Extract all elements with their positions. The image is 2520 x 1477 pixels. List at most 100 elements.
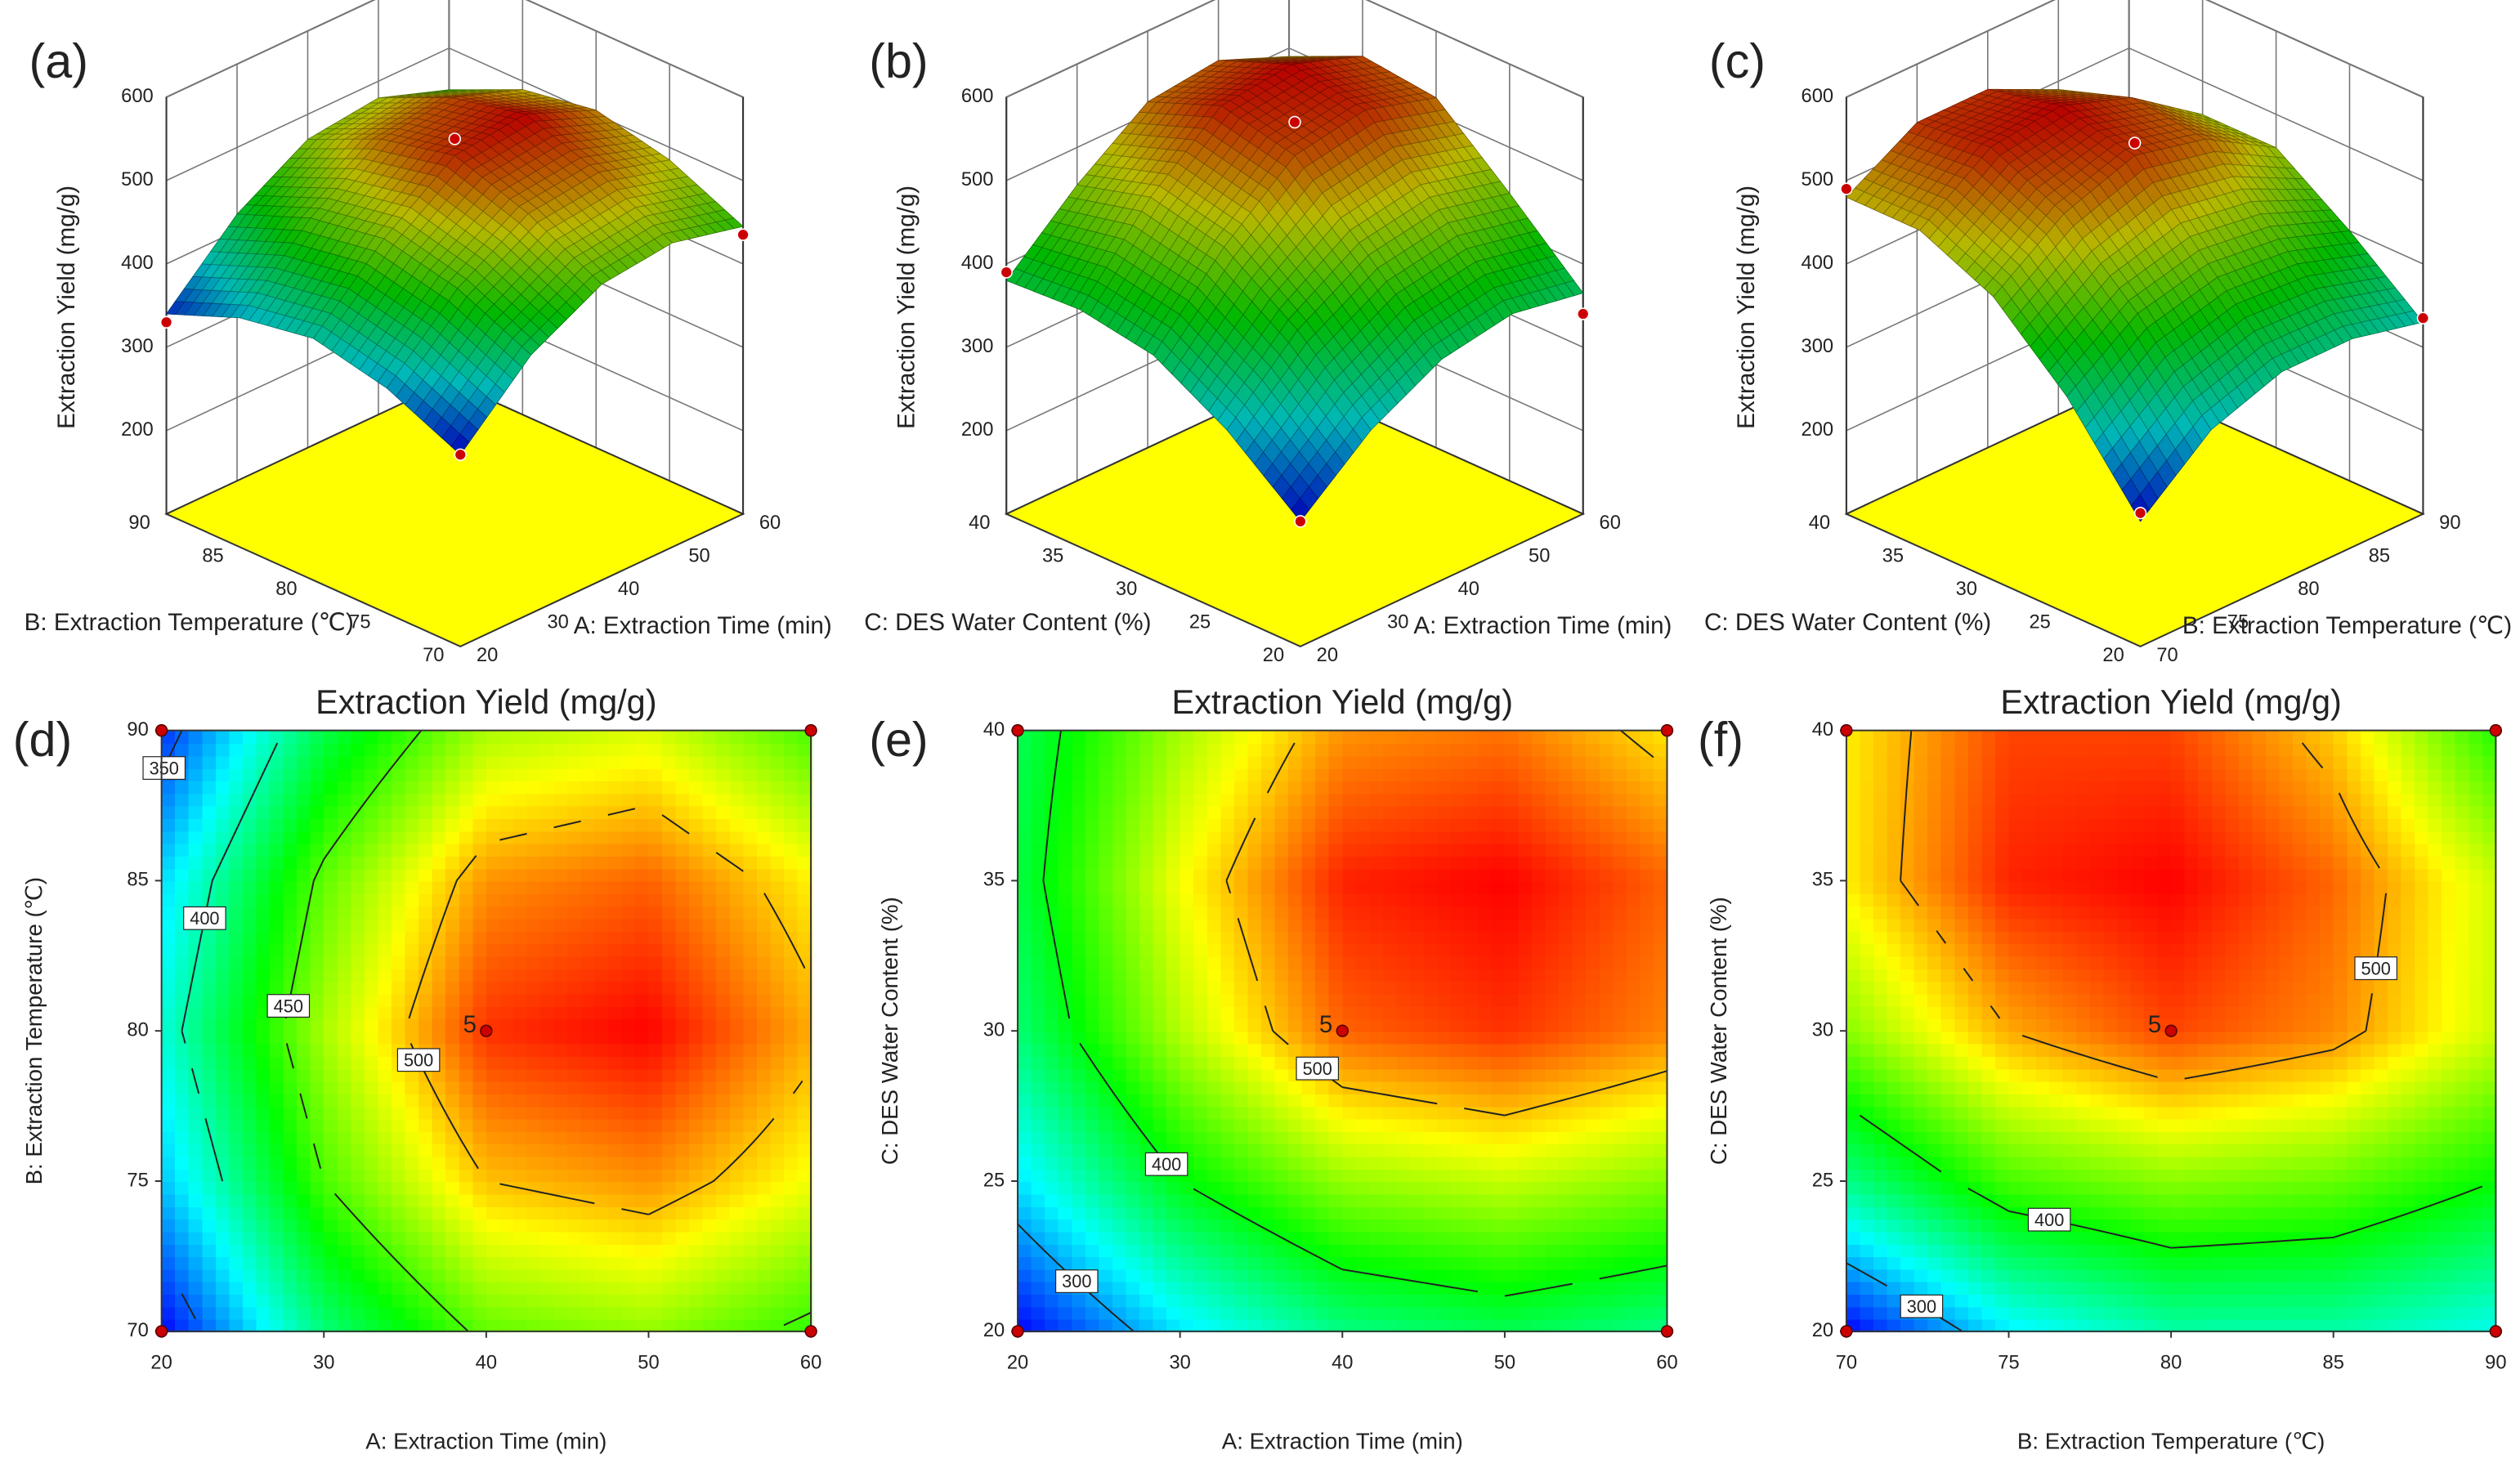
heat-cell xyxy=(756,1043,772,1058)
heat-cell xyxy=(310,893,325,907)
heat-cell xyxy=(364,918,379,932)
heat-cell xyxy=(513,980,528,995)
heat-cell xyxy=(405,918,420,932)
heat-cell xyxy=(648,1144,664,1157)
heat-cell xyxy=(175,1081,190,1094)
heat-cell xyxy=(553,1106,569,1120)
heat-cell xyxy=(351,1018,366,1032)
heat-cell xyxy=(567,1255,582,1270)
heat-cell xyxy=(770,956,786,969)
heat-cell xyxy=(229,980,244,995)
heat-cell xyxy=(270,1293,284,1308)
heat-cell xyxy=(378,880,393,894)
heat-cell xyxy=(486,1269,501,1282)
heat-cell xyxy=(310,968,325,982)
z-tick-label: 200 xyxy=(121,419,154,441)
heat-cell xyxy=(242,1168,257,1183)
heat-cell xyxy=(188,1005,204,1020)
heat-cell xyxy=(526,893,542,907)
heat-cell xyxy=(634,1306,650,1320)
heat-cell xyxy=(486,906,501,920)
heat-cell xyxy=(337,1293,352,1308)
heat-cell xyxy=(580,1255,596,1270)
heat-cell xyxy=(270,1269,284,1282)
heat-cell xyxy=(540,1243,555,1258)
heat-cell xyxy=(662,1255,677,1270)
heat-cell xyxy=(553,893,569,907)
heat-cell xyxy=(432,1231,447,1245)
heat-cell xyxy=(540,1144,555,1157)
heat-cell xyxy=(689,980,704,995)
heat-cell xyxy=(499,1081,515,1094)
heat-cell xyxy=(445,1243,460,1258)
heat-cell xyxy=(743,906,759,920)
heat-cell xyxy=(675,930,691,945)
heat-cell xyxy=(580,1168,596,1183)
heat-cell xyxy=(540,1106,555,1120)
heat-cell xyxy=(161,1031,177,1045)
x-axis-title: A: Extraction Time (min) xyxy=(574,612,832,639)
heat-cell xyxy=(743,968,759,982)
heat-cell xyxy=(351,1081,366,1094)
heat-cell xyxy=(337,855,352,870)
heat-cell xyxy=(351,1206,366,1220)
heat-cell xyxy=(242,1118,257,1132)
heat-cell xyxy=(310,1118,325,1132)
heat-cell xyxy=(702,980,718,995)
heat-cell xyxy=(324,1255,338,1270)
heat-cell xyxy=(716,1243,731,1258)
heat-cell xyxy=(242,1130,257,1145)
heat-cell xyxy=(472,1243,488,1258)
heat-cell xyxy=(648,942,664,957)
heat-cell xyxy=(770,1106,786,1120)
heat-cell xyxy=(702,880,718,894)
heat-cell xyxy=(486,1243,501,1258)
heat-cell xyxy=(689,1193,704,1207)
heat-cell xyxy=(729,1269,745,1282)
heat-cell xyxy=(783,956,799,969)
heat-cell xyxy=(499,918,515,932)
heat-cell xyxy=(594,1055,610,1070)
heat-cell xyxy=(256,942,271,957)
heat-cell xyxy=(797,1218,812,1233)
heat-cell xyxy=(783,1031,799,1045)
heat-cell xyxy=(540,1269,555,1282)
z-tick-label: 400 xyxy=(961,253,994,274)
heat-cell xyxy=(783,1181,799,1195)
heat-cell xyxy=(310,1055,325,1070)
heat-cell xyxy=(364,1293,379,1308)
heat-cell xyxy=(472,1281,488,1296)
heat-cell xyxy=(594,1269,610,1282)
heat-cell xyxy=(472,1206,488,1220)
heat-cell xyxy=(270,1193,284,1207)
heat-cell xyxy=(351,1156,366,1170)
heat-cell xyxy=(351,1106,366,1120)
heat-cell xyxy=(526,993,542,1007)
heat-cell xyxy=(229,1106,244,1120)
heat-cell xyxy=(229,1269,244,1282)
heat-cell xyxy=(553,918,569,932)
heat-cell xyxy=(594,980,610,995)
heat-cell xyxy=(770,1218,786,1233)
heat-cell xyxy=(229,1293,244,1308)
heat-cell xyxy=(621,1031,637,1045)
heat-cell xyxy=(297,1243,311,1258)
heat-cell xyxy=(689,1243,704,1258)
heat-cell xyxy=(297,956,311,969)
heat-cell xyxy=(743,1255,759,1270)
heat-cell xyxy=(472,942,488,957)
heat-cell xyxy=(324,1018,338,1032)
heat-cell xyxy=(662,1081,677,1094)
heat-cell xyxy=(364,1269,379,1282)
heat-cell xyxy=(648,1293,664,1308)
heat-cell xyxy=(459,1231,474,1245)
heat-cell xyxy=(621,1218,637,1233)
heat-cell xyxy=(702,1255,718,1270)
heat-cell xyxy=(364,1005,379,1020)
heat-cell xyxy=(242,868,257,882)
heat-cell xyxy=(513,1106,528,1120)
heat-cell xyxy=(729,1144,745,1157)
heat-cell xyxy=(526,1255,542,1270)
heat-cell xyxy=(729,1193,745,1207)
heat-cell xyxy=(797,942,812,957)
